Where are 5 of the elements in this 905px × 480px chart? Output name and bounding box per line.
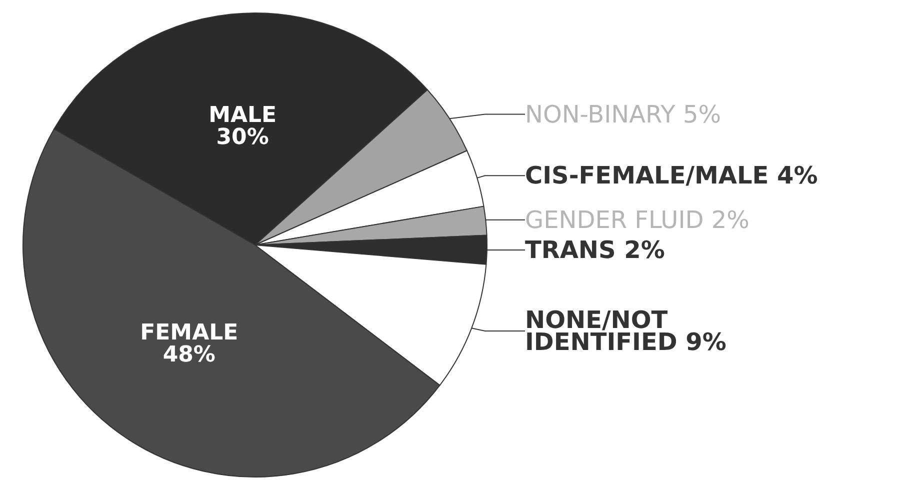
slice-label: NONE/NOT IDENTIFIED 9%: [525, 306, 726, 356]
slice-label: NON-BINARY 5%: [525, 100, 722, 128]
slice-label: GENDER FLUID 2%: [525, 206, 750, 234]
slice-label: CIS-FEMALE/MALE 4%: [525, 162, 818, 190]
slice-label: TRANS 2%: [525, 236, 665, 264]
